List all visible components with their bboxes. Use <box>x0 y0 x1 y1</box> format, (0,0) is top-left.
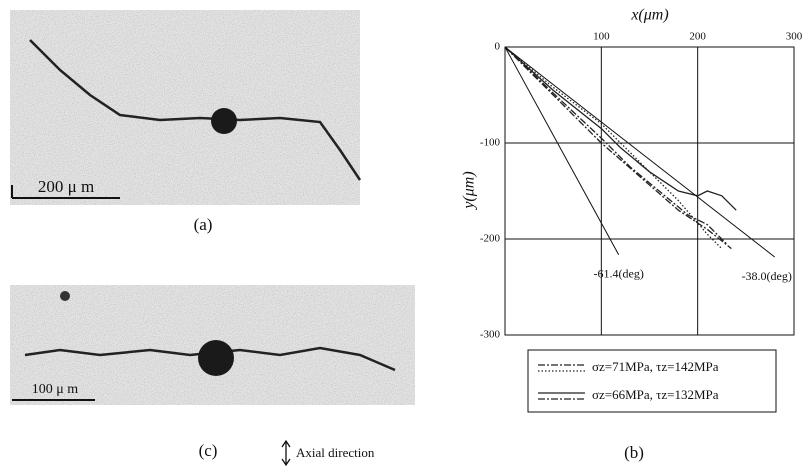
y-tick-label: 0 <box>495 41 501 53</box>
legend-label: σz=66MPa, τz=132MPa <box>592 387 719 402</box>
scale-label: 100 μ m <box>32 382 79 397</box>
angle-label: -61.4(deg) <box>594 267 644 281</box>
panel-label: (b) <box>624 443 644 462</box>
x-tick-label: 300 <box>786 31 803 43</box>
scale-label: 200 μ m <box>38 177 94 196</box>
x-tick-label: 100 <box>593 31 610 43</box>
panel-label: (a) <box>194 215 213 234</box>
axial-label: Axial direction <box>296 445 375 460</box>
y-tick-label: -200 <box>480 233 501 245</box>
axial-arrow <box>282 441 290 465</box>
y-tick-label: -300 <box>480 329 501 341</box>
x-tick-label: 200 <box>689 31 706 43</box>
curve <box>505 47 736 210</box>
micrograph-a: 200 μ m <box>10 10 360 205</box>
figure: 200 μ m (a) 100 μ m (c) Axial direction … <box>0 0 809 468</box>
y-axis-label: y(μm) <box>461 171 478 210</box>
x-axis-label: x(μm) <box>630 7 668 24</box>
panel-label: (c) <box>199 441 218 460</box>
y-tick-label: -100 <box>480 137 501 149</box>
reference-line <box>505 47 775 257</box>
angle-label: -38.0(deg) <box>742 269 792 283</box>
legend-label: σz=71MPa, τz=142MPa <box>592 359 719 374</box>
micrograph-c: 100 μ m <box>10 285 415 405</box>
